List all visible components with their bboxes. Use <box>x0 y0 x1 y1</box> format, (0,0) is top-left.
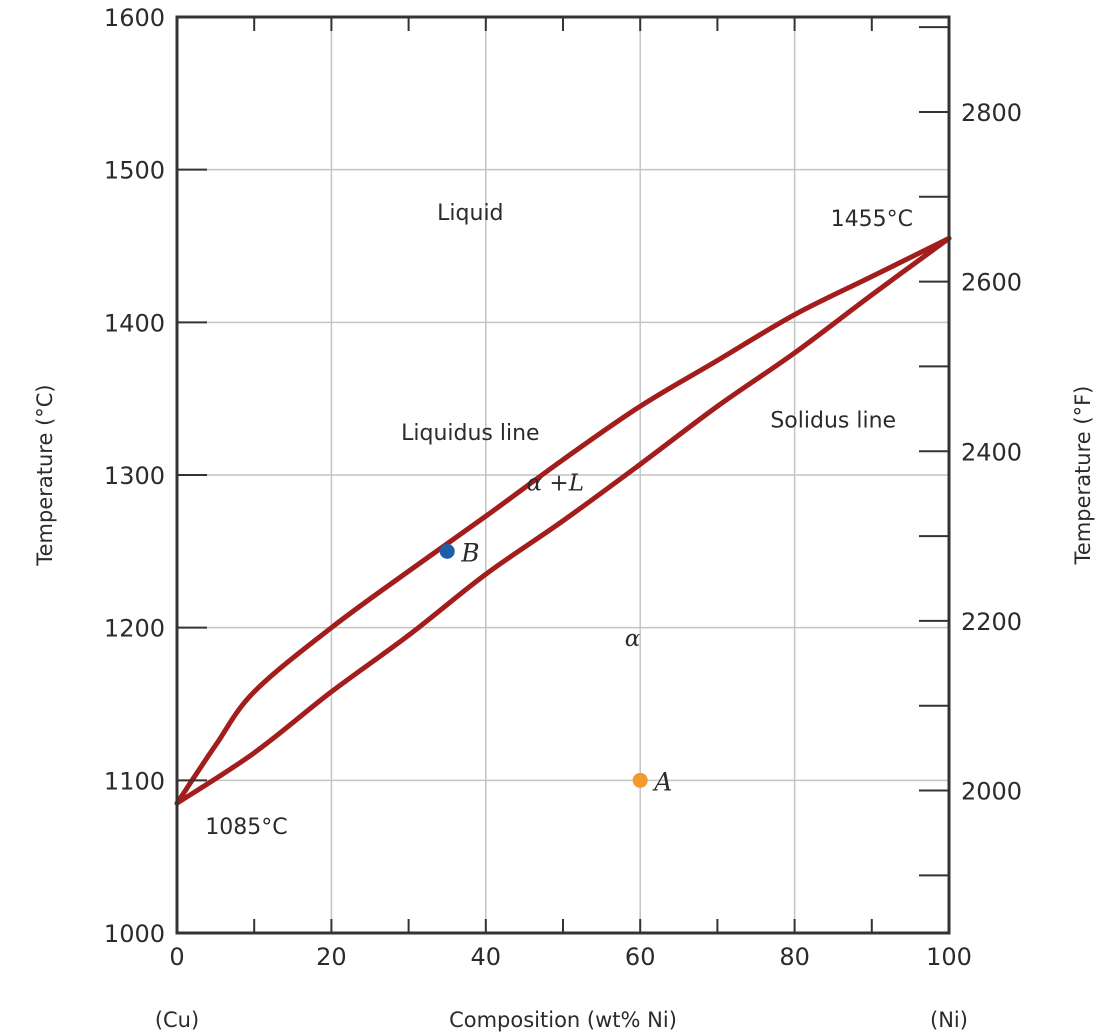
x-tick-label-0: 0 <box>169 943 184 971</box>
series-solidus-line <box>174 235 952 806</box>
annotations: Liquid Liquidus line Solidus line α +L α… <box>205 201 913 840</box>
grid-lines <box>177 17 949 933</box>
point-a <box>632 772 648 788</box>
y2-tick-label-2200: 2200 <box>961 608 1022 636</box>
liquidus-line-label: Liquidus line <box>401 421 539 446</box>
y2-tick-label-2600: 2600 <box>961 269 1022 297</box>
solidus-line-label: Solidus line <box>770 409 896 434</box>
y2-tick-label-2400: 2400 <box>961 438 1022 466</box>
y-tick-label-1200: 1200 <box>104 615 165 643</box>
y2-tick-label-2800: 2800 <box>961 99 1022 127</box>
cu-melting-point-label: 1085°C <box>205 815 287 840</box>
ni-melting-point-label: 1455°C <box>831 207 913 232</box>
region-label-liquid: Liquid <box>437 201 503 226</box>
x-tick-label-20: 20 <box>316 943 347 971</box>
x-tick-label-60: 60 <box>625 943 656 971</box>
axis-ticks: 0 20 40 60 80 100 1000 1100 1200 1300 1400 1500 1600… <box>104 4 1022 971</box>
series-liquidus-line <box>174 235 952 806</box>
y-tick-label-1400: 1400 <box>104 309 165 337</box>
region-label-alpha: α <box>625 626 641 652</box>
x-tick-label-100: 100 <box>926 943 972 971</box>
point-label-a: A <box>652 767 672 796</box>
point-b <box>439 543 455 559</box>
point-label-b: B <box>460 538 479 567</box>
y-tick-label-1500: 1500 <box>104 157 165 185</box>
x-tick-label-80: 80 <box>779 943 810 971</box>
y-axis-title: Temperature (°C) <box>33 384 57 566</box>
y-tick-label-1600: 1600 <box>104 4 165 32</box>
x-axis-title: Composition (wt% Ni) <box>449 1008 677 1032</box>
x-tick-label-40: 40 <box>471 943 502 971</box>
data-points: AB <box>439 538 672 796</box>
y-tick-label-1000: 1000 <box>104 920 165 948</box>
x-axis-right-end-label: (Ni) <box>930 1008 968 1032</box>
y-tick-label-1300: 1300 <box>104 462 165 490</box>
region-label-alpha-plus-liquid: α +L <box>527 470 584 496</box>
series-group <box>174 235 952 806</box>
axis-titles: Composition (wt% Ni) (Cu) (Ni) Temperatu… <box>33 384 1095 1032</box>
y-tick-label-1100: 1100 <box>104 767 165 795</box>
x-axis-left-end-label: (Cu) <box>155 1008 199 1032</box>
y2-tick-label-2000: 2000 <box>961 778 1022 806</box>
secondary-y-axis-title: Temperature (°F) <box>1071 386 1095 566</box>
